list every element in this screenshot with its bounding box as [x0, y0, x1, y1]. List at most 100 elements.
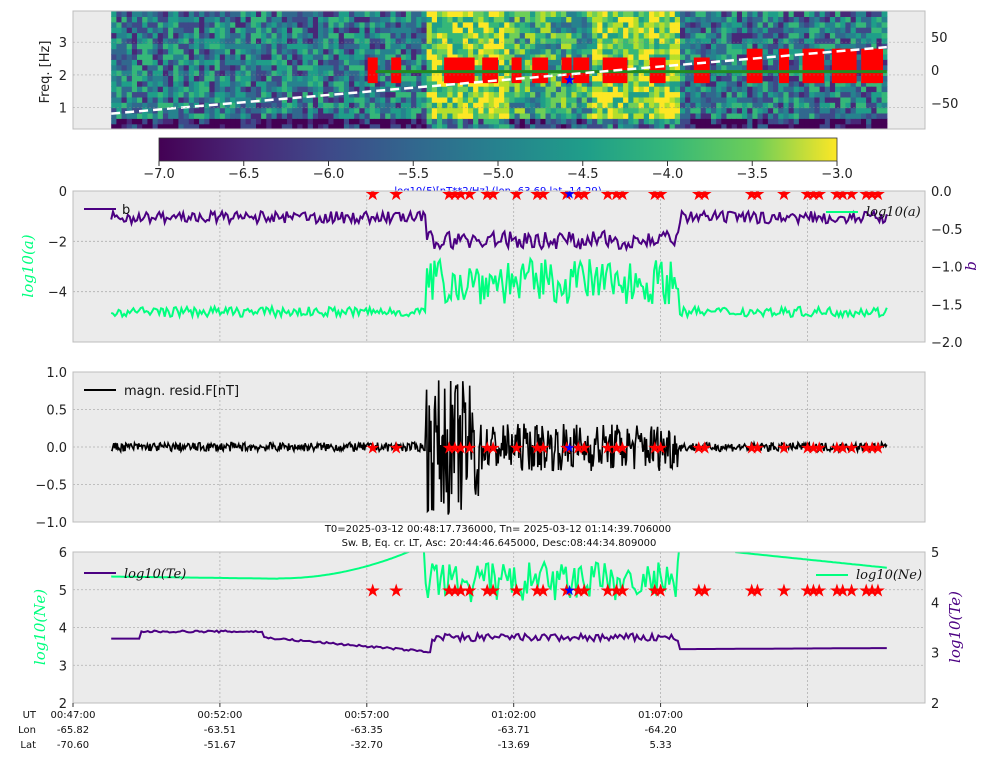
spectrogram-cell — [121, 37, 128, 44]
spectrogram-cell — [281, 118, 288, 125]
spectrogram-cell — [261, 80, 267, 87]
spectrogram-cell — [173, 11, 179, 17]
spectrogram-cell — [824, 75, 831, 82]
spectrogram-cell — [628, 102, 635, 109]
spectrogram-cell — [405, 37, 412, 44]
spectrogram-cell — [240, 16, 247, 23]
spectrogram-cell — [261, 70, 267, 76]
spectrogram-cell — [773, 102, 779, 109]
spectrogram-cell — [473, 43, 479, 50]
spectrogram-cell — [395, 96, 402, 103]
spectrogram-cell — [773, 27, 779, 34]
spectrogram-cell — [819, 16, 826, 23]
spectrogram-cell — [395, 43, 402, 50]
ab-red-marker: ★ — [509, 184, 525, 205]
spectrogram-cell — [504, 16, 510, 23]
spectrogram-cell — [586, 96, 593, 103]
spectrogram-cell — [457, 27, 464, 34]
spectrogram-cell — [509, 11, 516, 17]
spectrogram-cell — [881, 53, 888, 60]
spectrogram-cell — [405, 53, 412, 60]
spectrogram-cell — [178, 102, 185, 109]
spectrogram-cell — [452, 96, 459, 103]
spectrogram-cell — [204, 118, 211, 125]
spectrogram-cell — [519, 27, 526, 34]
spectrogram-cell — [426, 123, 433, 129]
spectrogram-cell — [824, 37, 831, 44]
spectrogram-cell — [773, 96, 779, 103]
spectrogram-cell — [535, 80, 541, 87]
spectrogram-cell — [442, 112, 448, 119]
spectrogram-cell — [881, 37, 888, 44]
spectrogram-cell — [829, 107, 836, 114]
spectrogram-cell — [343, 75, 350, 82]
spectrogram-cell — [411, 107, 417, 114]
spectrogram-cell — [157, 48, 164, 55]
spectrogram-cell — [343, 37, 350, 44]
spectrogram-cell — [861, 16, 867, 23]
spectrogram-cell — [736, 53, 743, 60]
spectrogram-cell — [287, 112, 293, 119]
spectrogram-cell — [581, 123, 588, 129]
spectrogram-cell — [462, 43, 469, 50]
spectrogram-cell — [276, 16, 283, 23]
spectrogram-cell — [659, 118, 666, 125]
spectrogram-cell — [307, 80, 314, 87]
spectrogram-cell — [855, 59, 862, 66]
spectrogram-cell — [571, 37, 578, 44]
ne-te-red-marker: ★ — [479, 581, 495, 602]
spectrogram-cell — [747, 32, 753, 39]
spectrogram-cell — [142, 75, 148, 82]
spectrogram-cell — [488, 32, 495, 39]
spectrogram-cell — [711, 75, 717, 82]
spectrogram-cell — [235, 102, 242, 109]
spectrogram-cell — [224, 107, 231, 114]
residual-y-tick: 0.0 — [46, 441, 67, 456]
spectrogram-cell — [219, 48, 226, 55]
spectrogram-cell — [804, 86, 810, 93]
spectrogram-cell — [519, 118, 526, 125]
spectrogram-cell — [168, 43, 174, 50]
spectrogram-cell — [462, 91, 469, 98]
spectrogram-cell — [380, 102, 386, 109]
spectrogram-cell — [814, 43, 821, 50]
spectrogram-cell — [576, 11, 583, 17]
spectrogram-cell — [131, 112, 138, 119]
spectrogram-cell — [374, 43, 381, 50]
spectrogram-cell — [695, 43, 702, 50]
spectrogram-cell — [607, 91, 614, 98]
spectrogram-cell — [845, 27, 852, 34]
spectrogram-cell — [674, 102, 681, 109]
spectrogram-cell — [349, 102, 355, 109]
spectrogram-cell — [602, 96, 609, 103]
spectrogram-cell — [586, 27, 593, 34]
spectrogram-cell — [209, 123, 216, 129]
spectrogram-cell — [545, 16, 552, 23]
spectrogram-cell — [188, 48, 195, 55]
spectrogram-cell — [514, 43, 521, 50]
spectrogram-cell — [612, 43, 619, 50]
spectrogram-cell — [602, 32, 609, 39]
spectrogram-cell — [736, 112, 743, 119]
spectrogram-cell — [814, 11, 821, 17]
spectrogram-cell — [669, 91, 676, 98]
spectrogram-cell — [369, 53, 376, 60]
spectrogram-cell — [488, 48, 495, 55]
spectrogram-cell — [152, 70, 159, 76]
spectrogram-cell — [395, 107, 402, 114]
spectrogram-cell — [235, 70, 242, 76]
spectrogram-cell — [576, 48, 583, 55]
spectrogram-cell — [726, 43, 733, 50]
spectrogram-cell — [214, 123, 221, 129]
spectrogram-cell — [281, 43, 288, 50]
spectrogram-cell — [452, 21, 459, 28]
spectrogram-cell — [173, 123, 179, 129]
spectrogram-cell — [359, 21, 366, 28]
spectrogram-cell — [705, 80, 712, 87]
spectrogram-cell — [126, 64, 133, 71]
spectrogram-cell — [256, 102, 262, 109]
spectrogram-cell — [209, 107, 216, 114]
spectrogram-cell — [566, 21, 572, 28]
ne-te-red-marker: ★ — [535, 581, 551, 602]
spectrogram-cell — [519, 48, 526, 55]
